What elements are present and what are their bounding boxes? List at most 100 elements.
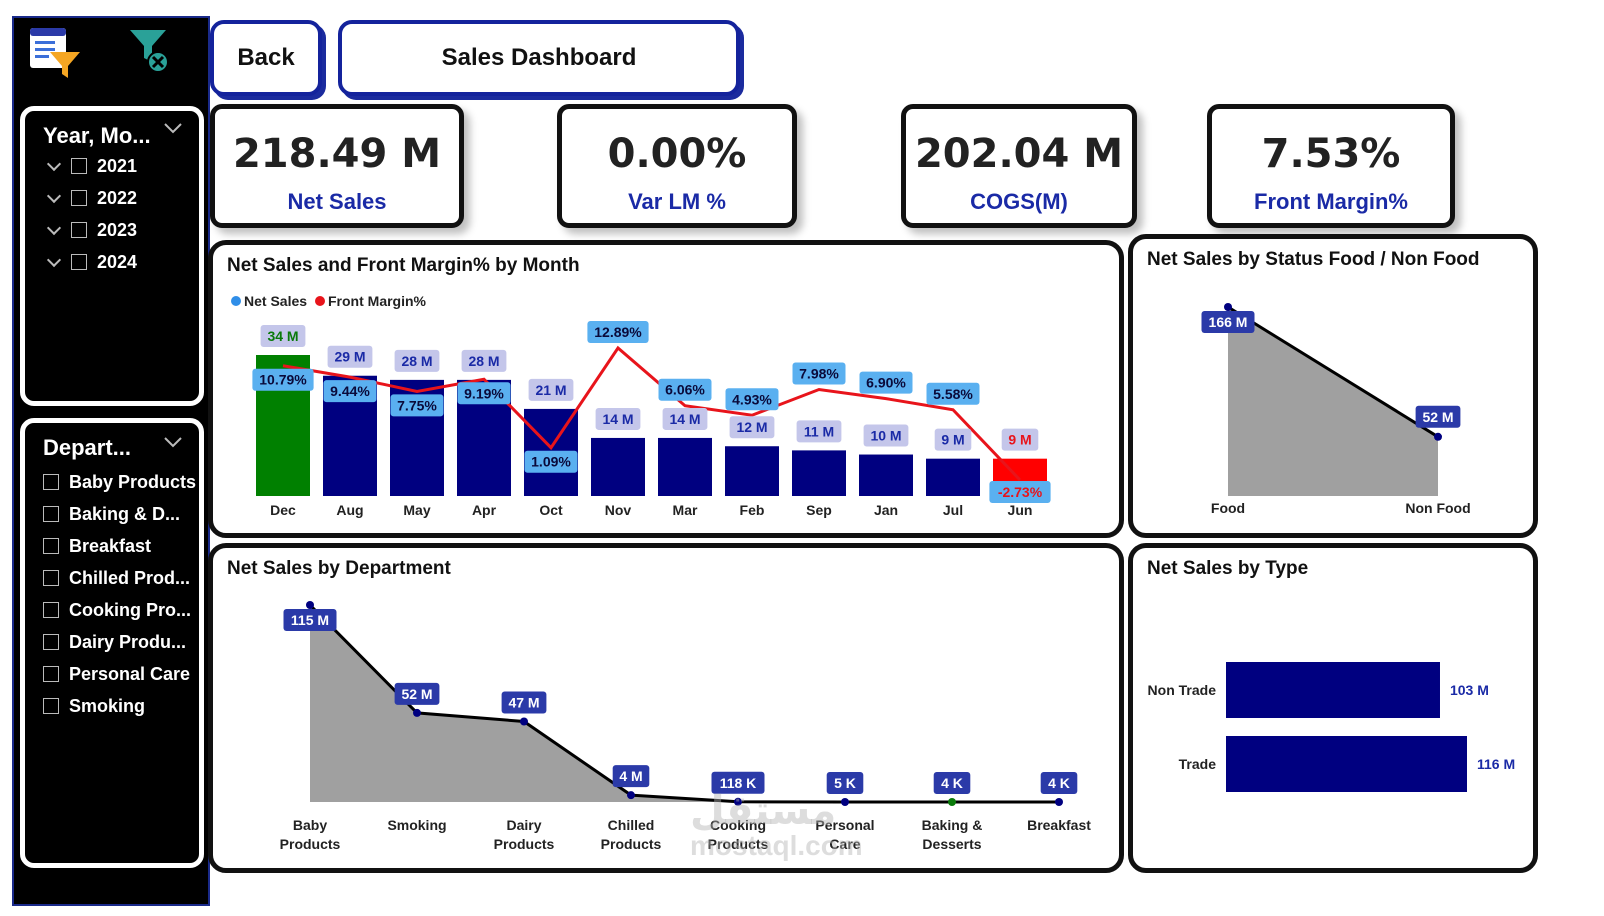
margin-data-label: 9.19% xyxy=(464,385,504,401)
slicer-item-baking[interactable]: Baking & D... xyxy=(43,499,217,529)
sidebar: Year, Mo... 2021 2022 2023 2024 Depart..… xyxy=(12,16,210,906)
x-tick-label: Personal xyxy=(815,817,874,833)
monthly-chart[interactable]: Net Sales Front Margin% Dec Aug May Apr Oct Nov… xyxy=(213,245,1119,533)
data-label-bg xyxy=(1040,771,1078,794)
margin-data-label-bg xyxy=(926,382,980,405)
margin-data-label-bg xyxy=(587,321,649,343)
legend-marker xyxy=(315,296,325,306)
x-tick-label: Mar xyxy=(673,502,698,518)
x-tick-label: May xyxy=(403,502,430,518)
slicer-item-2022[interactable]: 2022 xyxy=(25,183,199,213)
x-tick-label: Food xyxy=(1211,500,1245,516)
clear-filter-icon[interactable] xyxy=(126,26,176,81)
legend-label: Front Margin% xyxy=(328,293,427,309)
area-line xyxy=(308,603,1059,804)
x-tick-label: Sep xyxy=(806,502,832,518)
chart-title: Net Sales by Department xyxy=(227,558,451,579)
x-tick-label: Jun xyxy=(1008,502,1033,518)
checkbox[interactable] xyxy=(43,570,59,586)
margin-data-label: 6.06% xyxy=(665,382,705,398)
x-tick-label: Products xyxy=(280,836,341,852)
x-tick-label: Cooking xyxy=(710,817,766,833)
bar-data-label: 29 M xyxy=(334,349,365,365)
data-label: 5 K xyxy=(834,775,856,791)
food-status-chart[interactable]: Food 166 M Non Food 52 M xyxy=(1133,239,1533,533)
department-slicer[interactable]: Depart... Baby Products Baking & D... Br… xyxy=(20,418,204,868)
checkbox[interactable] xyxy=(43,634,59,650)
margin-data-label-bg xyxy=(323,380,377,403)
expand-chevron-icon[interactable] xyxy=(47,255,61,269)
food-status-panel: Net Sales by Status Food / Non Food Food… xyxy=(1128,234,1538,538)
watermark-line: mostaql.com xyxy=(690,830,863,861)
slicer-item-dairy[interactable]: Dairy Produ... xyxy=(43,627,217,657)
checkbox[interactable] xyxy=(71,190,87,206)
kpi-front-margin: 7.53% Front Margin% xyxy=(1207,104,1455,228)
slicer-item-label: Baking & D... xyxy=(69,503,181,524)
type-chart-panel: Net Sales by Type Non Trade 103 M Trade 116… xyxy=(1128,543,1538,873)
checkbox[interactable] xyxy=(43,506,59,522)
bar xyxy=(658,437,712,496)
checkbox[interactable] xyxy=(43,602,59,618)
margin-data-label: 7.98% xyxy=(799,365,839,381)
bar-data-label: 103 M xyxy=(1450,682,1489,698)
data-point xyxy=(1224,303,1232,311)
checkbox[interactable] xyxy=(71,254,87,270)
expand-chevron-icon[interactable] xyxy=(47,191,61,205)
margin-data-label: 7.75% xyxy=(397,397,437,413)
year-month-slicer[interactable]: Year, Mo... 2021 2022 2023 2024 xyxy=(20,106,204,406)
bar-data-label-bg xyxy=(260,325,306,347)
back-button[interactable]: Back xyxy=(210,20,322,96)
bar xyxy=(591,437,645,496)
x-tick-label: Feb xyxy=(740,502,765,518)
data-point xyxy=(734,797,742,806)
data-label-bg xyxy=(1415,405,1461,428)
kpi-label: Net Sales xyxy=(287,189,387,214)
bar-data-label-bg xyxy=(528,378,574,401)
data-point xyxy=(1434,432,1442,441)
checkbox[interactable] xyxy=(43,538,59,554)
data-label-bg xyxy=(612,765,650,788)
report-filter-icon[interactable] xyxy=(28,26,84,87)
checkbox[interactable] xyxy=(43,698,59,714)
bar-data-label: 21 M xyxy=(535,382,566,398)
checkbox[interactable] xyxy=(43,666,59,682)
checkbox[interactable] xyxy=(71,158,87,174)
slicer-item-label: Baby Products xyxy=(69,471,197,492)
department-chart[interactable]: Baby Products 115 M Smoking 52 M Dairy Product… xyxy=(213,548,1119,868)
x-tick-label: Products xyxy=(708,836,769,852)
slicer-item-cooking[interactable]: Cooking Pro... xyxy=(43,595,217,625)
slicer-item-baby-products[interactable]: Baby Products xyxy=(43,467,217,497)
slicer-item-chilled[interactable]: Chilled Prod... xyxy=(43,563,217,593)
watermark: مستقل mostaql.com xyxy=(690,790,863,860)
slicer-item-label: 2022 xyxy=(97,187,138,208)
data-label: 47 M xyxy=(508,694,539,710)
expand-chevron-icon[interactable] xyxy=(47,159,61,173)
data-label: 52 M xyxy=(1422,409,1453,425)
kpi-label: Var LM % xyxy=(628,189,726,214)
x-tick-label: Desserts xyxy=(922,836,981,852)
chevron-down-icon[interactable] xyxy=(163,121,183,140)
type-chart[interactable]: Non Trade 103 M Trade 116 M xyxy=(1133,548,1533,868)
slicer-item-breakfast[interactable]: Breakfast xyxy=(43,531,217,561)
checkbox[interactable] xyxy=(71,222,87,238)
bar xyxy=(725,446,779,496)
slicer-item-smoking[interactable]: Smoking xyxy=(43,691,217,721)
x-tick-label: Apr xyxy=(472,502,497,518)
kpi-label: COGS(M) xyxy=(970,189,1068,214)
x-tick-label: Jul xyxy=(943,502,963,518)
margin-data-label-bg xyxy=(390,394,444,417)
slicer-item-personal-care[interactable]: Personal Care xyxy=(43,659,217,689)
margin-data-label-bg xyxy=(658,378,712,401)
chart-title: Net Sales by Status Food / Non Food xyxy=(1147,249,1480,270)
x-tick-label: Oct xyxy=(539,502,563,518)
data-label-bg xyxy=(826,771,864,794)
margin-data-label-bg xyxy=(252,368,314,391)
x-tick-label: Jan xyxy=(874,502,898,518)
slicer-item-2023[interactable]: 2023 xyxy=(25,215,199,245)
chevron-down-icon[interactable] xyxy=(163,435,183,454)
checkbox[interactable] xyxy=(43,474,59,490)
slicer-item-2024[interactable]: 2024 xyxy=(25,247,199,277)
kpi-value: 7.53% xyxy=(1261,131,1401,177)
expand-chevron-icon[interactable] xyxy=(47,223,61,237)
slicer-item-2021[interactable]: 2021 xyxy=(25,151,199,181)
